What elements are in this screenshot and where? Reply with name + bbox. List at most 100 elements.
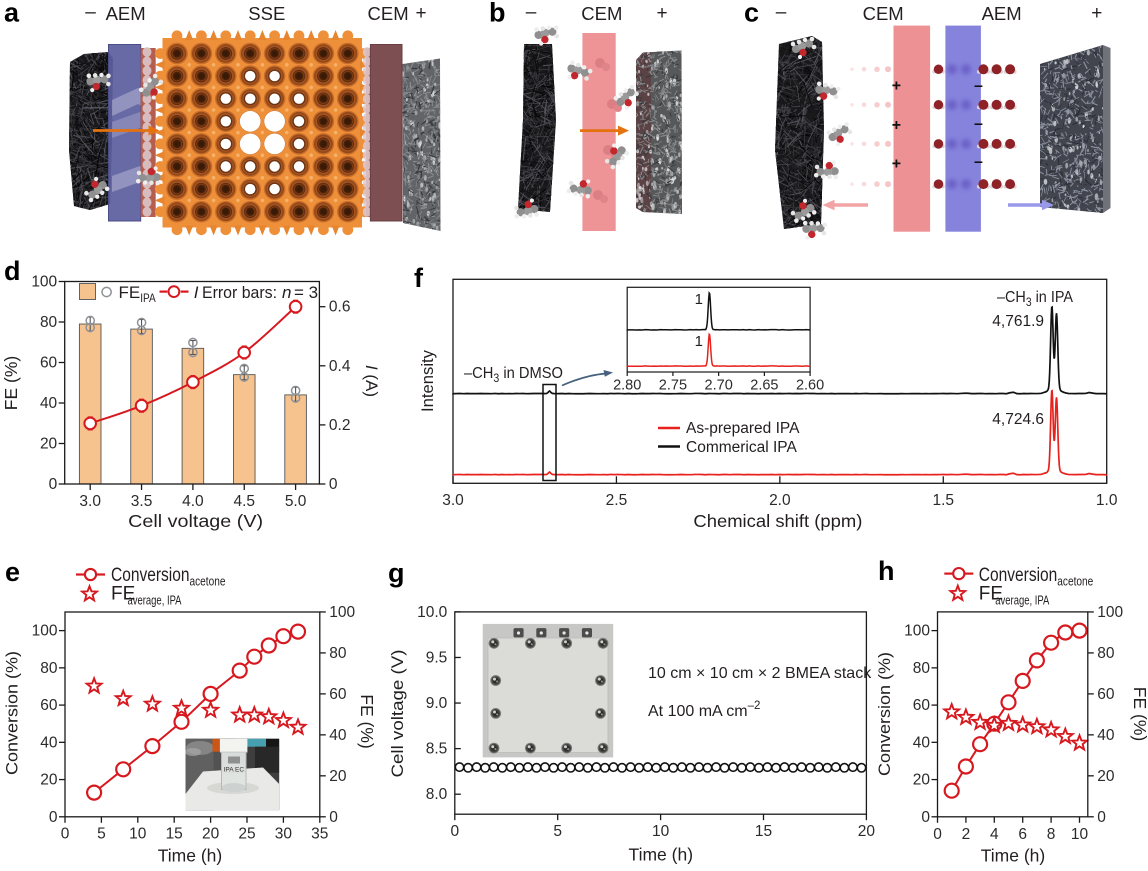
- svg-text:60: 60: [913, 697, 931, 714]
- svg-text:100: 100: [32, 623, 58, 640]
- svg-text:8.0: 8.0: [426, 786, 448, 803]
- svg-text:2.80: 2.80: [613, 378, 641, 394]
- svg-text:Conversion: Conversion: [979, 565, 1058, 586]
- svg-text:40: 40: [1097, 727, 1115, 744]
- svg-text:2.5: 2.5: [606, 492, 628, 509]
- svg-text:–: –: [974, 116, 983, 133]
- svg-text:15: 15: [755, 823, 772, 840]
- svg-text:0.2: 0.2: [329, 417, 351, 434]
- svg-text:At 100 mA cm–2: At 100 mA cm–2: [648, 700, 760, 720]
- svg-text:20: 20: [40, 772, 58, 789]
- svg-text:–CH3 in IPA: –CH3 in IPA: [997, 289, 1073, 309]
- svg-text:1: 1: [695, 333, 703, 350]
- svg-text:= 3: = 3: [294, 283, 318, 302]
- svg-text:80: 80: [913, 660, 931, 677]
- svg-text:60: 60: [40, 355, 58, 372]
- svg-text:average, IPA: average, IPA: [995, 594, 1049, 608]
- svg-text:20: 20: [329, 768, 347, 785]
- svg-text:2.65: 2.65: [750, 378, 778, 394]
- svg-text:3.0: 3.0: [442, 492, 464, 509]
- svg-text:20: 20: [202, 825, 220, 842]
- svg-text:+: +: [415, 3, 426, 24]
- svg-text:CEM: CEM: [581, 3, 622, 24]
- svg-text:acetone: acetone: [190, 575, 226, 589]
- svg-text:20: 20: [40, 436, 58, 453]
- svg-text:FE (%): FE (%): [1130, 687, 1148, 741]
- svg-text:100: 100: [329, 604, 355, 621]
- svg-text:3.5: 3.5: [131, 493, 153, 510]
- svg-text:40: 40: [40, 395, 58, 412]
- svg-text:60: 60: [329, 686, 347, 703]
- svg-text:e: e: [5, 557, 20, 587]
- svg-text:–CH3 in DMSO: –CH3 in DMSO: [464, 365, 563, 385]
- svg-text:15: 15: [166, 825, 183, 842]
- svg-text:2: 2: [962, 826, 971, 843]
- svg-text:0.4: 0.4: [329, 358, 351, 375]
- svg-text:I (A): I (A): [362, 365, 381, 397]
- svg-text:8: 8: [1047, 826, 1056, 843]
- svg-text:FE: FE: [979, 584, 1003, 605]
- svg-text:0: 0: [329, 809, 338, 826]
- svg-text:Intensity: Intensity: [418, 350, 437, 412]
- svg-text:4,724.6: 4,724.6: [992, 411, 1044, 428]
- svg-text:100: 100: [31, 274, 57, 291]
- svg-text:1.0: 1.0: [1096, 492, 1118, 509]
- svg-text:–: –: [974, 154, 983, 171]
- svg-text:Error bars:: Error bars:: [202, 283, 277, 302]
- svg-text:25: 25: [238, 825, 255, 842]
- svg-text:10.0: 10.0: [417, 604, 448, 621]
- svg-text:0: 0: [450, 823, 459, 840]
- svg-text:20: 20: [858, 823, 876, 840]
- svg-text:5.0: 5.0: [285, 493, 307, 510]
- svg-text:4.0: 4.0: [182, 493, 204, 510]
- svg-text:AEM: AEM: [106, 3, 146, 24]
- svg-text:6: 6: [1018, 826, 1027, 843]
- svg-text:80: 80: [329, 645, 347, 662]
- svg-text:4.5: 4.5: [233, 493, 255, 510]
- svg-text:FE: FE: [111, 584, 135, 605]
- svg-text:100: 100: [904, 623, 930, 640]
- svg-text:10: 10: [1071, 826, 1089, 843]
- svg-text:5: 5: [97, 825, 106, 842]
- svg-text:35: 35: [311, 825, 328, 842]
- svg-text:3.0: 3.0: [79, 493, 101, 510]
- svg-text:1.5: 1.5: [932, 492, 954, 509]
- svg-text:10 cm × 10 cm × 2 BMEA stack: 10 cm × 10 cm × 2 BMEA stack: [648, 665, 872, 682]
- svg-text:100: 100: [1097, 604, 1123, 621]
- svg-text:f: f: [414, 263, 424, 293]
- svg-text:0: 0: [329, 476, 338, 493]
- svg-text:80: 80: [40, 314, 58, 331]
- svg-text:40: 40: [913, 734, 931, 751]
- svg-text:60: 60: [1097, 686, 1115, 703]
- svg-text:n: n: [282, 283, 291, 302]
- svg-text:IPA EC: IPA EC: [224, 767, 245, 774]
- svg-text:Commerical IPA: Commerical IPA: [686, 439, 797, 456]
- svg-text:4,761.9: 4,761.9: [992, 313, 1044, 330]
- svg-text:9.0: 9.0: [426, 695, 448, 712]
- svg-text:FE (%): FE (%): [1, 356, 21, 410]
- svg-text:Conversion (%): Conversion (%): [875, 652, 894, 776]
- svg-text:Chemical shift (ppm): Chemical shift (ppm): [693, 511, 862, 531]
- svg-text:As-prepared IPA: As-prepared IPA: [686, 420, 800, 437]
- svg-text:Time (h): Time (h): [158, 846, 223, 866]
- svg-text:–: –: [85, 2, 96, 23]
- svg-text:10: 10: [652, 823, 670, 840]
- svg-text:CEM: CEM: [863, 3, 904, 24]
- svg-text:+: +: [892, 117, 901, 134]
- svg-text:4: 4: [990, 826, 999, 843]
- svg-text:0: 0: [49, 809, 58, 826]
- svg-text:Time (h): Time (h): [981, 846, 1046, 866]
- svg-text:0: 0: [921, 809, 930, 826]
- svg-text:+: +: [892, 155, 901, 172]
- svg-text:d: d: [4, 256, 21, 286]
- svg-text:0: 0: [1097, 809, 1106, 826]
- svg-text:60: 60: [40, 697, 58, 714]
- svg-text:0: 0: [933, 826, 942, 843]
- svg-text:AEM: AEM: [982, 3, 1022, 24]
- svg-text:acetone: acetone: [1057, 575, 1093, 589]
- svg-text:FE (%): FE (%): [357, 694, 377, 748]
- svg-text:SSE: SSE: [248, 3, 285, 24]
- svg-text:–: –: [526, 2, 537, 23]
- svg-text:20: 20: [913, 772, 931, 789]
- svg-text:2.70: 2.70: [705, 378, 733, 394]
